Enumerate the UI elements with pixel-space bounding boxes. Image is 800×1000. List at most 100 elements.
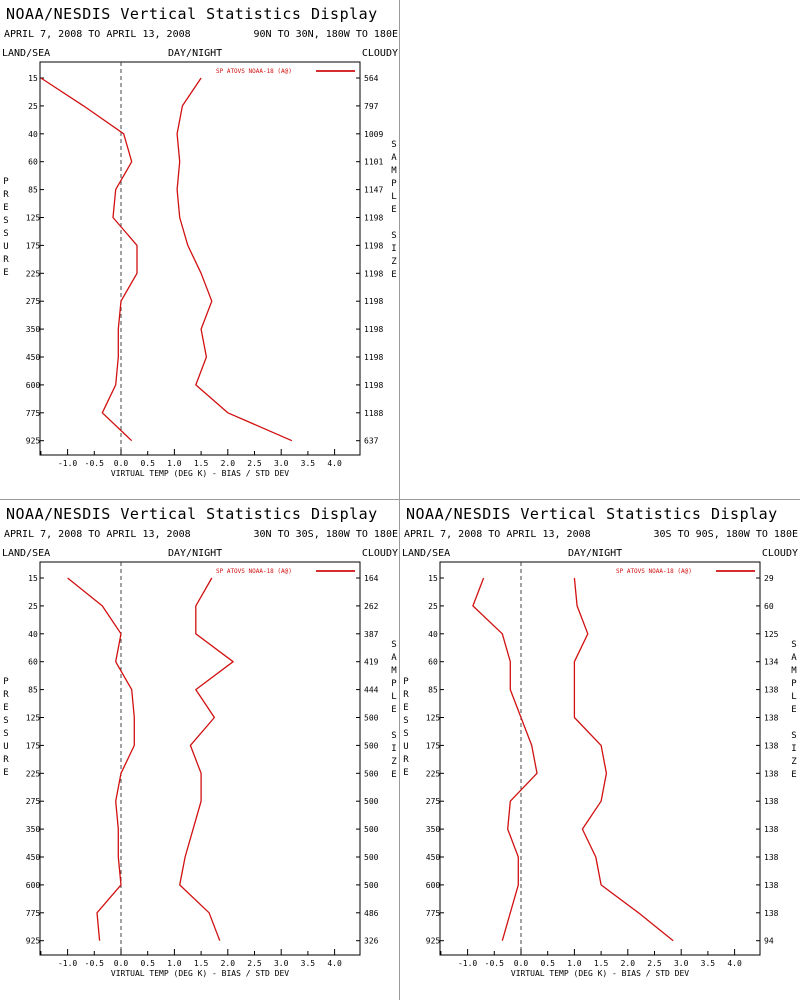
date-range: APRIL 7, 2008 TO APRIL 13, 2008 xyxy=(404,529,591,540)
sample-size-value: 164 xyxy=(364,574,379,583)
x-tick-label: 2.5 xyxy=(647,959,662,968)
sample-size-value: 500 xyxy=(364,769,379,778)
pressure-level-label: 40 xyxy=(28,630,38,639)
cloudy-label: CLOUDY xyxy=(361,548,398,559)
sample-size-value: 134 xyxy=(764,658,779,667)
plot-frame xyxy=(39,61,361,456)
std-dev-series-line xyxy=(176,77,293,442)
x-tick-label: 0.5 xyxy=(540,959,555,968)
sample-size-value: 486 xyxy=(364,909,379,918)
pressure-level-label: 85 xyxy=(428,686,438,695)
land-sea-label: LAND/SEA xyxy=(2,548,51,559)
pressure-level-label: 225 xyxy=(426,769,441,778)
pressure-level-label: 60 xyxy=(28,158,38,167)
x-tick-label: 3.0 xyxy=(274,959,289,968)
pressure-level-label: 25 xyxy=(28,602,38,611)
chart-panel-1: NOAA/NESDIS Vertical Statistics Display A… xyxy=(0,0,400,500)
x-tick-label: 2.5 xyxy=(247,459,262,468)
chart-panel-2: NOAA/NESDIS Vertical Statistics Display A… xyxy=(0,500,400,1000)
plot-svg: -1.0 -0.5 0.0 0.5 1.0 1.5 2.0 2.5 3.0 3.5 4.0 VIRTU… xyxy=(26,61,383,478)
x-tick-label: 1.0 xyxy=(167,459,182,468)
x-tick-label: 1.0 xyxy=(567,959,582,968)
pressure-level-label: 775 xyxy=(26,909,41,918)
sample-size-value: 138 xyxy=(764,741,779,750)
x-tick-label: 2.5 xyxy=(247,959,262,968)
cloudy-label: CLOUDY xyxy=(761,548,798,559)
pressure-level-label: 15 xyxy=(428,574,438,583)
std-dev-series-line xyxy=(573,577,674,942)
pressure-level-label: 925 xyxy=(26,437,41,446)
pressure-level-label: 600 xyxy=(26,381,41,390)
pressure-level-label: 275 xyxy=(426,797,441,806)
day-night-label: DAY/NIGHT xyxy=(168,548,223,559)
x-tick-label: 3.5 xyxy=(301,459,316,468)
x-tick-label: -1.0 xyxy=(58,959,77,968)
sample-size-value: 94 xyxy=(764,937,774,946)
x-tick-label: 3.0 xyxy=(674,959,689,968)
plot-svg: -1.0 -0.5 0.0 0.5 1.0 1.5 2.0 2.5 3.0 3.5 4.0 VIRTU… xyxy=(26,561,379,978)
sample-size-value: 1101 xyxy=(364,158,383,167)
region-label: 30N TO 30S, 180W TO 180E xyxy=(253,529,399,540)
pressure-level-label: 60 xyxy=(28,658,38,667)
sample-size-value: 1198 xyxy=(364,297,383,306)
day-night-label: DAY/NIGHT xyxy=(168,48,223,59)
x-tick-label: -1.0 xyxy=(458,959,477,968)
pressure-level-label: 125 xyxy=(26,214,41,223)
x-tick-label: 3.5 xyxy=(701,959,716,968)
x-tick-label: 0.5 xyxy=(140,959,155,968)
x-tick-label: 0.0 xyxy=(114,459,129,468)
panel-divider-vertical xyxy=(399,0,400,1000)
pressure-level-label: 15 xyxy=(28,74,38,83)
pressure-level-label: 600 xyxy=(426,881,441,890)
x-tick-label: 0.0 xyxy=(114,959,129,968)
bias-series-line xyxy=(472,577,538,941)
sample-size-value: 262 xyxy=(364,602,379,611)
sample-size-value: 1198 xyxy=(364,241,383,250)
sample-size-value: 1188 xyxy=(364,409,383,418)
pressure-level-label: 600 xyxy=(26,881,41,890)
sample-size-value: 500 xyxy=(364,825,379,834)
sample-size-value: 500 xyxy=(364,741,379,750)
legend-label: SP ATOVS NOAA-18 (A@) xyxy=(216,568,292,575)
pressure-level-label: 775 xyxy=(26,409,41,418)
pressure-level-label: 125 xyxy=(26,714,41,723)
pressure-level-label: 350 xyxy=(426,825,441,834)
x-tick-label: -0.5 xyxy=(85,959,104,968)
x-tick-label: 1.5 xyxy=(194,959,209,968)
x-tick-label: 4.0 xyxy=(327,459,342,468)
sample-size-value: 500 xyxy=(364,714,379,723)
pressure-level-label: 450 xyxy=(426,853,441,862)
land-sea-label: LAND/SEA xyxy=(2,48,51,59)
pressure-level-label: 450 xyxy=(26,353,41,362)
sample-size-value: 419 xyxy=(364,658,379,667)
x-tick-label: 0.5 xyxy=(140,459,155,468)
plot-frame xyxy=(39,561,361,956)
cloudy-label: CLOUDY xyxy=(361,48,398,59)
x-tick-label: 1.5 xyxy=(594,959,609,968)
pressure-level-label: 25 xyxy=(28,102,38,111)
x-tick-label: 3.0 xyxy=(274,459,289,468)
x-tick-label: -0.5 xyxy=(485,959,504,968)
legend-label: SP ATOVS NOAA-18 (A@) xyxy=(616,568,692,575)
pressure-level-label: 40 xyxy=(428,630,438,639)
pressure-level-label: 60 xyxy=(428,658,438,667)
pressure-level-label: 775 xyxy=(426,909,441,918)
sample-size-value: 1147 xyxy=(364,186,383,195)
legend-label: SP ATOVS NOAA-18 (A@) xyxy=(216,68,292,75)
land-sea-label: LAND/SEA xyxy=(402,548,451,559)
x-tick-label: 0.0 xyxy=(514,959,529,968)
sample-size-value: 637 xyxy=(364,437,379,446)
region-label: 90N TO 30N, 180W TO 180E xyxy=(253,29,399,40)
plot-svg: -1.0 -0.5 0.0 0.5 1.0 1.5 2.0 2.5 3.0 3.5 4.0 VIRTU… xyxy=(426,561,779,978)
x-axis-label: VIRTUAL TEMP (DEG K) - BIAS / STD DEV xyxy=(511,969,689,978)
sample-size-value: 1009 xyxy=(364,130,383,139)
pressure-level-label: 85 xyxy=(28,186,38,195)
pressure-level-label: 925 xyxy=(426,937,441,946)
sample-size-value: 387 xyxy=(364,630,379,639)
x-tick-label: 1.5 xyxy=(194,459,209,468)
pressure-level-label: 40 xyxy=(28,130,38,139)
